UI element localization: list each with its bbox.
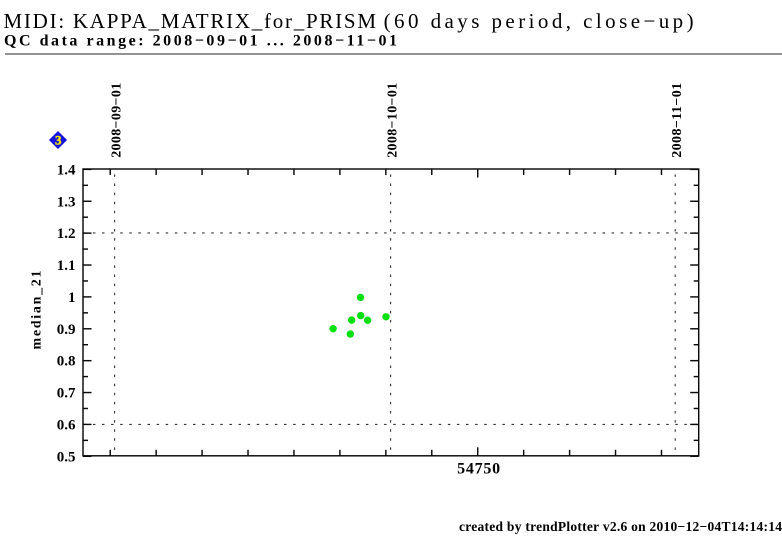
svg-text:0.5: 0.5	[57, 449, 76, 465]
svg-text:0.7: 0.7	[57, 386, 76, 402]
svg-text:0.9: 0.9	[57, 322, 76, 338]
svg-text:1.1: 1.1	[57, 258, 76, 274]
svg-text:0.6: 0.6	[57, 417, 76, 433]
svg-text:0.8: 0.8	[57, 354, 76, 370]
svg-text:1.4: 1.4	[57, 162, 76, 178]
svg-text:1.3: 1.3	[57, 194, 76, 210]
svg-text:1.2: 1.2	[57, 226, 76, 242]
svg-text:created by trendPlotter v2.6 o: created by trendPlotter v2.6 on 2010−12−…	[459, 519, 782, 534]
svg-text:54750: 54750	[457, 460, 500, 477]
svg-text:MIDI: KAPPA_MATRIX_for_PRISM: MIDI: KAPPA_MATRIX_for_PRISM	[4, 9, 377, 33]
svg-text:2008−10−01: 2008−10−01	[385, 83, 400, 158]
svg-text:(60 days period, close−up): (60 days period, close−up)	[384, 9, 694, 33]
svg-text:1: 1	[68, 290, 76, 306]
svg-text:3: 3	[55, 133, 62, 148]
svg-text:QC data range: 2008−09−01 ...: QC data range: 2008−09−01 ... 2008−11−01	[4, 32, 397, 49]
svg-text:2008−11−01: 2008−11−01	[670, 83, 685, 158]
svg-text:median_21: median_21	[30, 271, 45, 350]
svg-text:2008−09−01: 2008−09−01	[109, 83, 124, 158]
